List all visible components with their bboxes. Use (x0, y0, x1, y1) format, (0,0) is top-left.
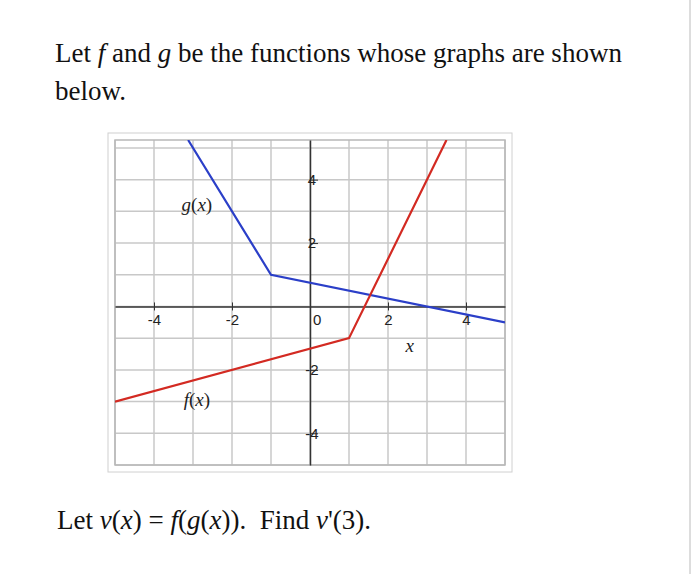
y-axis-line (310, 141, 312, 466)
page: Let f and g be the functions whose graph… (0, 0, 700, 574)
x-tick: 2 (384, 302, 392, 328)
grid-line-x (270, 140, 272, 465)
plot-area (115, 140, 505, 402)
x-axis-label: x (405, 335, 415, 356)
grid-line-x (309, 140, 311, 465)
x-tick-label: 2 (384, 311, 392, 328)
grid-line-x (465, 140, 467, 465)
grid-line-x (153, 140, 155, 465)
y-tick-label: -2 (305, 361, 318, 378)
function-label: g(x) (182, 194, 213, 216)
y-tick: -2 (305, 361, 318, 378)
text-run: and (105, 38, 157, 68)
text-run: ( (200, 505, 209, 535)
question-text: Let v(x) = f(g(x)). Find v'(3). (57, 505, 371, 535)
grid (115, 140, 505, 465)
x-tick-mark (466, 302, 467, 310)
text-run: g (187, 505, 201, 535)
outer-frame (108, 133, 512, 472)
card-edge (689, 0, 691, 574)
grid-line-x (387, 140, 389, 465)
y-tick-label: 4 (308, 171, 316, 188)
text-run: ) (204, 389, 210, 411)
series-line (188, 140, 505, 322)
y-tick: 2 (308, 234, 318, 251)
text-run: x (120, 505, 133, 535)
series-line (115, 140, 447, 402)
text-run: g (158, 38, 172, 68)
x-tick: 0 (311, 302, 322, 328)
intro-text: below. (55, 76, 126, 106)
x-tick-mark (154, 302, 155, 310)
grid-line-x (348, 140, 350, 465)
x-tick: -4 (148, 302, 161, 328)
text-run: below. (55, 76, 126, 106)
x-tick: -2 (226, 302, 239, 328)
function-label: f(x) (184, 389, 210, 411)
x-tick-mark (388, 302, 389, 310)
y-tick-label: 2 (308, 234, 316, 251)
text-run: Let (57, 505, 100, 535)
plot-frame (115, 140, 505, 465)
text-run: v (100, 505, 112, 535)
text-run: '(3). (328, 505, 371, 535)
text-run: ) = (133, 505, 171, 535)
text-run: g (182, 194, 192, 215)
text-run: ( (112, 505, 121, 535)
x-tick-label: -2 (226, 311, 239, 328)
y-axis: -4 -2 2 4 (305, 141, 318, 466)
grid-line-x (426, 140, 428, 465)
x-tick-label: -4 (148, 311, 161, 328)
grid-line-x (192, 140, 194, 465)
text-run: )). Find (221, 505, 316, 535)
text-run: x (208, 505, 221, 535)
y-tick: 4 (308, 171, 318, 188)
text-run: ) (206, 194, 212, 216)
intro-text: Let f and g be the functions whose graph… (55, 38, 622, 68)
text-run: Let (55, 38, 98, 68)
text-run: v (316, 505, 328, 535)
text-run: be the functions whose graphs are shown (171, 38, 622, 68)
x-tick-mark (232, 302, 233, 310)
y-tick: -4 (305, 425, 318, 442)
grid-line-x (231, 140, 233, 465)
text-run: ( (178, 505, 187, 535)
x-tick-label: 0 (313, 311, 321, 328)
y-tick-label: -4 (305, 425, 318, 442)
